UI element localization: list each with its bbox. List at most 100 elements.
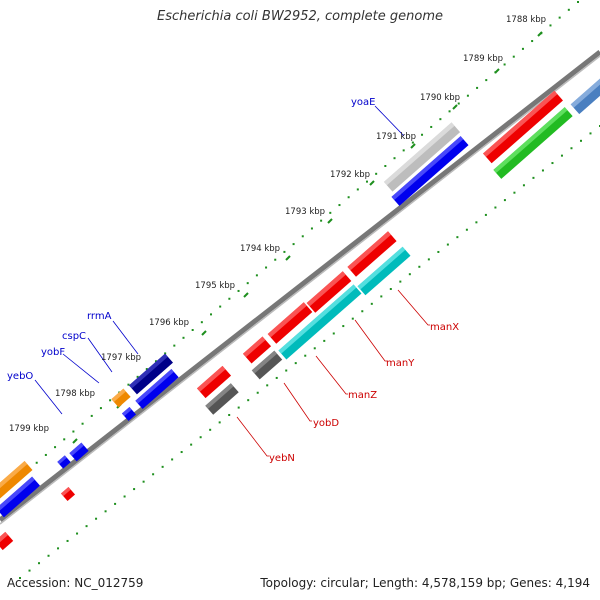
leader-red [283, 382, 312, 422]
gene-yobD-shine [242, 336, 266, 358]
tick-dot-outer [384, 165, 387, 167]
tick-dot-outer [338, 204, 341, 207]
tick-dot-inner [465, 228, 468, 231]
gene-rrmA-body [135, 369, 179, 409]
leader-red [315, 355, 348, 395]
gene-orange-left [0, 460, 33, 500]
tick-dot-inner [209, 428, 212, 431]
tick-dot-inner [57, 547, 60, 550]
tick-dot-outer [191, 329, 194, 331]
gene-label-cspC: cspC [62, 331, 86, 342]
tick-dot-inner [114, 502, 117, 505]
gene-rrmA-shine [135, 369, 174, 404]
leader-blue [374, 105, 405, 137]
backbone-highlight [0, 55, 600, 525]
major-tick [410, 143, 416, 149]
tick-dot-inner [285, 369, 288, 372]
gene-yebN-body [196, 365, 232, 399]
gene-orange-left-shine [0, 460, 28, 494]
gene-red-top-shine [483, 90, 558, 157]
gene-manX-body [347, 231, 397, 277]
tick-dot-inner [579, 139, 582, 142]
gene-label-yebN: yebN [269, 453, 295, 464]
gene-cspC-shine [111, 388, 126, 403]
tick-dot-inner [66, 539, 69, 542]
tick-dot-outer [365, 180, 368, 183]
tick-dot-inner [456, 236, 459, 239]
label-leaders-layer [34, 105, 430, 457]
major-tick [369, 180, 375, 186]
gene-green [493, 107, 573, 179]
gene-manX-2 [357, 246, 411, 296]
tick-dot-outer [411, 141, 414, 144]
gene-label-yoaE: yoaE [351, 97, 375, 108]
tick-dot-inner [161, 465, 164, 468]
tick-dot-inner [570, 147, 573, 150]
gene-yebO [69, 442, 89, 462]
leader-red [397, 289, 430, 326]
gene-blue-2 [391, 136, 469, 206]
backbone-line [0, 50, 600, 522]
tick-dot-inner [171, 458, 174, 461]
gene-rrmA [135, 369, 179, 409]
map-title: Escherichia coli BW2952, complete genome [157, 9, 443, 24]
tick-dot-outer [292, 243, 295, 246]
tick-dot-outer [182, 336, 185, 339]
tick-dot-outer [457, 102, 460, 105]
gene-blue-2-body [391, 136, 469, 206]
tick-dot-inner [133, 488, 136, 491]
tick-dot-inner [294, 362, 297, 365]
gene-navy-body [129, 353, 173, 395]
gene-manZ-body [267, 302, 313, 344]
tick-dot-inner [104, 510, 107, 513]
kbp-label: 1795 kbp [195, 281, 235, 291]
tick-dot-inner [19, 577, 21, 579]
gene-manZ [267, 302, 313, 344]
gene-label-yebO: yebO [7, 371, 33, 382]
gene-blue-2-shine [391, 136, 464, 201]
gene-features-layer [0, 77, 600, 551]
gene-manY [306, 271, 352, 313]
tick-dot-inner [503, 199, 506, 202]
major-tick [327, 218, 333, 224]
gene-orange-left-body [0, 460, 33, 500]
tick-dot-outer [439, 118, 442, 121]
tick-dot-inner [589, 132, 592, 135]
gene-small-blue-body [57, 455, 71, 469]
tick-dot-outer [44, 453, 47, 456]
tick-dot-inner [142, 480, 145, 483]
tick-dot-outer [63, 438, 66, 441]
tick-dot-inner [28, 569, 31, 572]
gene-cspC [111, 388, 131, 408]
gene-manZ-shine [267, 302, 307, 338]
tick-dot-inner [266, 384, 269, 387]
gene-manX-2-shine [357, 246, 406, 290]
tick-dot-inner [351, 317, 354, 320]
kbp-label: 1797 kbp [101, 353, 141, 363]
tick-dot-inner [560, 154, 563, 157]
tick-dot-outer [558, 16, 561, 19]
gene-gray-2 [205, 383, 239, 415]
tick-dot-outer [531, 40, 534, 43]
tick-dot-outer [219, 305, 222, 308]
gene-steelblue [570, 77, 600, 115]
tick-dot-inner [494, 206, 497, 209]
tick-dot-outer [521, 47, 524, 50]
gene-red-left-body [0, 531, 14, 551]
tick-dot-outer [127, 383, 130, 386]
tick-dot-inner [370, 302, 373, 305]
gene-gray-2-shine [205, 383, 234, 409]
gene-yoaE [383, 122, 461, 192]
gene-yebO-body [69, 442, 89, 462]
labels-layer: 1788 kbp 1789 kbp 1790 kbp 1791 kbp 1792 kbp… [7, 15, 546, 464]
gene-manY-body [306, 271, 352, 313]
gene-manX [347, 231, 397, 277]
tick-dot-outer [329, 211, 332, 214]
gene-green-shine [493, 107, 568, 173]
tick-dot-inner [332, 332, 335, 335]
tick-dot-inner [513, 191, 516, 194]
gene-yebN [196, 365, 232, 399]
tick-dot-outer [265, 266, 268, 269]
gene-gray-shine [251, 350, 278, 374]
